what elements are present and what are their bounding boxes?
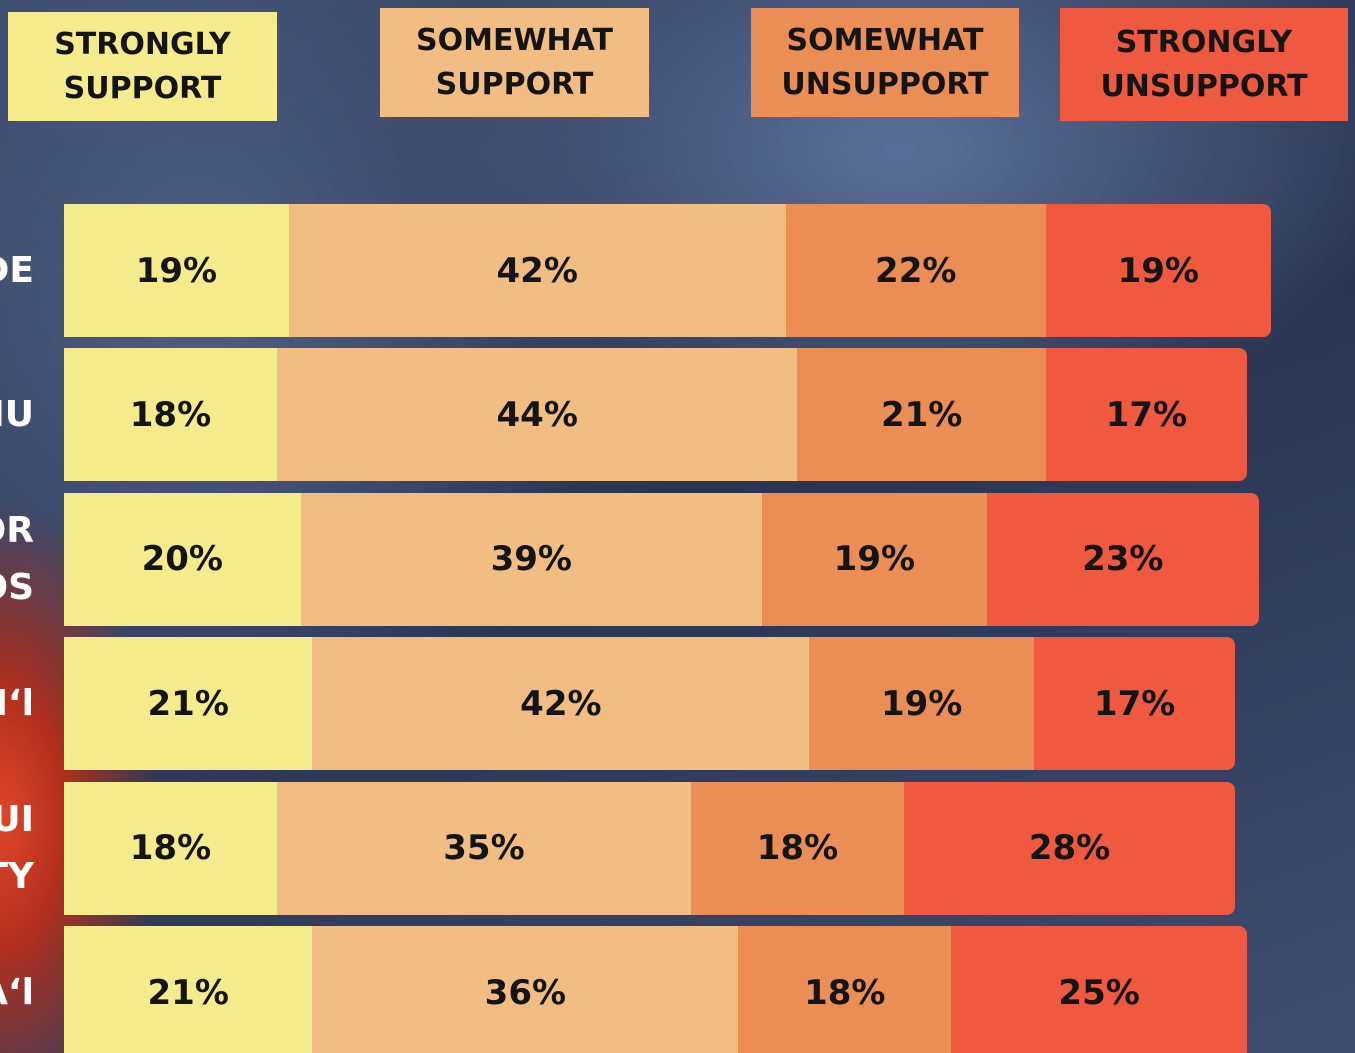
bar-segment: 42% — [312, 637, 810, 771]
bar-segment: 21% — [64, 637, 313, 771]
value-label: 20% — [141, 539, 223, 580]
bar-segment: 18% — [690, 781, 904, 915]
bar-segment: 18% — [738, 926, 952, 1053]
category-label: Iʻl — [0, 682, 34, 724]
value-label: 18% — [756, 828, 839, 869]
bar-segment: 19% — [64, 204, 289, 337]
value-label: 25% — [1058, 972, 1140, 1013]
value-label: 18% — [129, 394, 212, 435]
value-label: 19% — [833, 539, 916, 580]
bar-segment: 22% — [785, 204, 1046, 337]
bar-segment: 19% — [761, 492, 987, 626]
bar-segment: 18% — [64, 348, 277, 482]
value-label: 21% — [147, 972, 229, 1013]
legend-label: STRONGLY UNSUPPORT — [1100, 25, 1308, 104]
value-label: 21% — [880, 394, 963, 435]
category-label: OR OS — [0, 509, 34, 609]
legend-label: SOMEWHAT UNSUPPORT — [781, 23, 989, 102]
value-label: 18% — [129, 828, 212, 869]
value-label: 42% — [496, 250, 578, 291]
legend-item: SOMEWHAT SUPPORT — [380, 8, 649, 117]
category-label: IU — [0, 394, 34, 436]
legend-item: SOMEWHAT UNSUPPORT — [751, 8, 1019, 117]
value-label: 28% — [1028, 828, 1111, 869]
value-label: 17% — [1093, 683, 1176, 724]
bar-segment: 42% — [288, 204, 786, 337]
bar-segment: 28% — [903, 781, 1236, 915]
value-label: 21% — [147, 683, 229, 724]
legend-item: STRONGLY UNSUPPORT — [1060, 8, 1348, 121]
value-label: 44% — [496, 394, 578, 435]
legend-label: SOMEWHAT SUPPORT — [415, 23, 613, 102]
bar-segment: 18% — [64, 781, 277, 915]
category-label: DE — [0, 249, 34, 291]
bar-segment: 44% — [276, 348, 798, 482]
value-label: 19% — [135, 250, 218, 291]
value-label: 39% — [490, 539, 572, 580]
legend-item: STRONGLY SUPPORT — [8, 12, 277, 121]
bar-segment: 21% — [797, 348, 1046, 482]
bar-segment: 20% — [64, 492, 301, 626]
bar-segment: 19% — [809, 637, 1035, 771]
bar-segment: 35% — [276, 781, 691, 915]
value-label: 22% — [875, 250, 957, 291]
bar-segment: 19% — [1045, 204, 1271, 337]
value-label: 17% — [1105, 394, 1188, 435]
bar-segment: 36% — [312, 926, 739, 1053]
value-label: 19% — [880, 683, 963, 724]
bar-segment: 23% — [986, 492, 1259, 626]
value-label: 19% — [1117, 250, 1199, 291]
bar-segment: 17% — [1034, 637, 1236, 771]
value-label: 36% — [484, 972, 567, 1013]
bar-segment: 17% — [1045, 348, 1247, 482]
bar-segment: 25% — [951, 926, 1247, 1053]
value-label: 23% — [1082, 539, 1164, 580]
category-label: UI TY — [0, 798, 34, 898]
value-label: 42% — [520, 683, 602, 724]
value-label: 35% — [443, 828, 525, 869]
legend-label: STRONGLY SUPPORT — [54, 27, 231, 106]
bar-segment: 39% — [300, 492, 762, 626]
value-label: 18% — [804, 972, 886, 1013]
bar-segment: 21% — [64, 926, 313, 1053]
category-label: Aʻl — [0, 971, 34, 1013]
